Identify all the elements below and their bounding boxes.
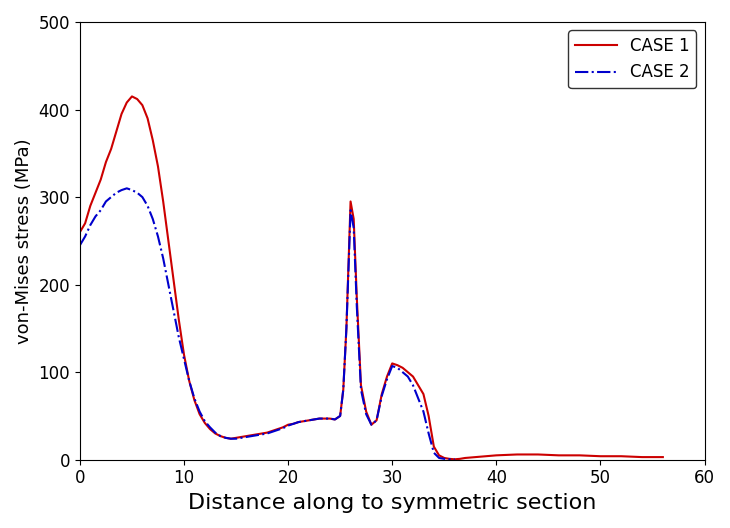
CASE 2 (372, 417, 381, 423)
CASE 1 (304, 417, 313, 423)
Line: CASE 2: CASE 2 (80, 188, 455, 459)
CASE 1 (86, 203, 95, 209)
CASE 2 (445, 456, 454, 463)
CASE 2 (107, 194, 115, 200)
CASE 2 (377, 393, 386, 399)
CASE 1 (450, 456, 459, 463)
Line: CASE 1: CASE 1 (80, 97, 663, 459)
CASE 1 (128, 93, 137, 100)
X-axis label: Distance along to symmetric section: Distance along to symmetric section (188, 493, 596, 513)
CASE 2 (75, 242, 84, 248)
CASE 2 (388, 363, 396, 369)
CASE 1 (424, 413, 433, 419)
Legend: CASE 1, CASE 2: CASE 1, CASE 2 (568, 30, 696, 88)
CASE 1 (342, 325, 351, 332)
CASE 1 (658, 454, 667, 460)
CASE 2 (362, 411, 371, 417)
Y-axis label: von-Mises stress (MPa): von-Mises stress (MPa) (15, 138, 33, 344)
CASE 1 (206, 426, 215, 432)
CASE 1 (211, 430, 220, 437)
CASE 2 (450, 456, 459, 463)
CASE 2 (123, 185, 131, 192)
CASE 2 (414, 395, 423, 402)
CASE 1 (75, 229, 84, 235)
